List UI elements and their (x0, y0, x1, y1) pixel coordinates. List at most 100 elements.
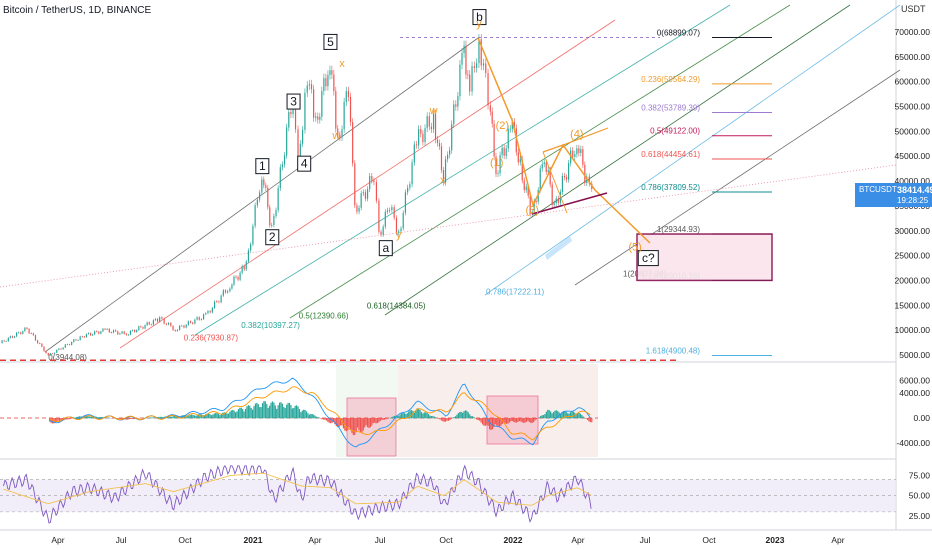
price-series (1, 34, 593, 356)
price-candle (317, 116, 319, 120)
macd-hist-bar (296, 405, 298, 419)
price-candle (358, 207, 360, 212)
macd-hist-bar (202, 415, 204, 419)
macd-hist-bar (266, 403, 268, 419)
price-candle (398, 231, 400, 234)
price-candle (115, 330, 117, 332)
macd-hist-bar (78, 416, 81, 419)
price-candle (304, 92, 306, 130)
macd-hist-bar (352, 418, 354, 436)
price-axis-tick: 25000.00 (895, 251, 931, 261)
price-candle (391, 207, 393, 211)
price-candle (527, 186, 529, 196)
price-candle (418, 129, 420, 146)
macd-hist-bar (473, 416, 475, 419)
price-candle (81, 336, 83, 338)
price-candle (152, 320, 155, 325)
price-candle (487, 73, 489, 106)
macd-axis-tick: 4000.00 (899, 388, 930, 398)
macd-hist-bar (254, 403, 257, 419)
macd-hist-bar (216, 413, 218, 419)
macd-hist-bar (148, 417, 150, 419)
wave-label: b (476, 10, 483, 24)
fan-line (289, 4, 791, 319)
fib-level-label: 1.618(4900.48) (646, 346, 701, 355)
macd-hist-bar (51, 418, 54, 424)
price-candle (347, 91, 349, 97)
macd-hist-bar (280, 402, 282, 419)
price-candle (453, 104, 455, 125)
price-candle (465, 45, 467, 75)
price-candle (224, 290, 227, 293)
macd-hist-bar (449, 418, 451, 421)
price-candle (586, 176, 588, 184)
price-candle (578, 148, 580, 153)
macd-hist-bar (354, 418, 356, 436)
price-candle (331, 70, 333, 75)
price-candle (541, 164, 543, 169)
macd-hist-bar (362, 418, 364, 431)
price-candle (165, 323, 167, 325)
macd-hist-bar (77, 416, 79, 419)
price-candle (18, 332, 20, 334)
macd-pane (0, 364, 598, 457)
macd-hist-bar (382, 418, 384, 420)
macd-hist-bar (538, 417, 540, 419)
price-candle (28, 328, 30, 334)
price-candle (235, 276, 237, 278)
price-candle (71, 342, 73, 345)
price-candle (333, 74, 335, 92)
macd-hist-bar (139, 418, 142, 419)
wave-label-box (323, 33, 338, 50)
macd-hist-bar (190, 414, 193, 419)
price-candle (438, 143, 441, 147)
macd-hist-bar (365, 418, 367, 426)
price-candle (343, 101, 345, 130)
macd-hist-bar (229, 411, 231, 419)
macd-hist-bar (572, 411, 574, 419)
macd-hist-bar (483, 418, 485, 426)
price-candle (539, 168, 541, 190)
price-candle (323, 78, 325, 92)
price-candle (297, 129, 299, 158)
fan-label: 0.382(10397.27) (241, 321, 300, 330)
price-candle (509, 128, 511, 130)
price-candle (461, 52, 463, 65)
macd-hist-bar (403, 413, 406, 419)
price-candle (400, 228, 402, 232)
macd-hist-bar (503, 418, 505, 423)
macd-hist-bar (484, 418, 486, 426)
price-axis-tick: 55000.00 (895, 102, 931, 112)
triangle-lower (531, 192, 608, 215)
macd-hist-bar (249, 405, 251, 419)
price-candle (259, 192, 261, 200)
macd-hist-bar (524, 418, 526, 423)
macd-hist-bar (332, 418, 335, 423)
price-candle (73, 339, 75, 343)
price-candle (407, 187, 409, 193)
macd-hist-bar (361, 418, 363, 433)
macd-hist-bar (283, 406, 285, 419)
price-candle (252, 225, 254, 245)
macd-hist-bar (425, 412, 427, 419)
wave-label: (1) (490, 157, 503, 169)
macd-hist-bar (205, 414, 207, 419)
background-layer (0, 0, 932, 531)
macd-hist-bar (445, 418, 447, 422)
macd-hist-bar (220, 413, 222, 419)
macd-hist-bar (564, 410, 566, 419)
macd-hist-bar (496, 418, 498, 426)
macd-hist-bar (120, 418, 122, 420)
currency-selector[interactable]: USDT (901, 4, 926, 14)
price-candle (279, 167, 281, 189)
price-candle (434, 113, 437, 140)
price-candle (150, 324, 152, 326)
price-candle (375, 182, 378, 201)
macd-hist-bar (291, 408, 293, 419)
price-candle (75, 339, 77, 341)
price-candle (121, 331, 123, 334)
macd-hist-bar (175, 415, 177, 419)
wave-label: x (440, 175, 446, 187)
price-candle (315, 116, 317, 118)
